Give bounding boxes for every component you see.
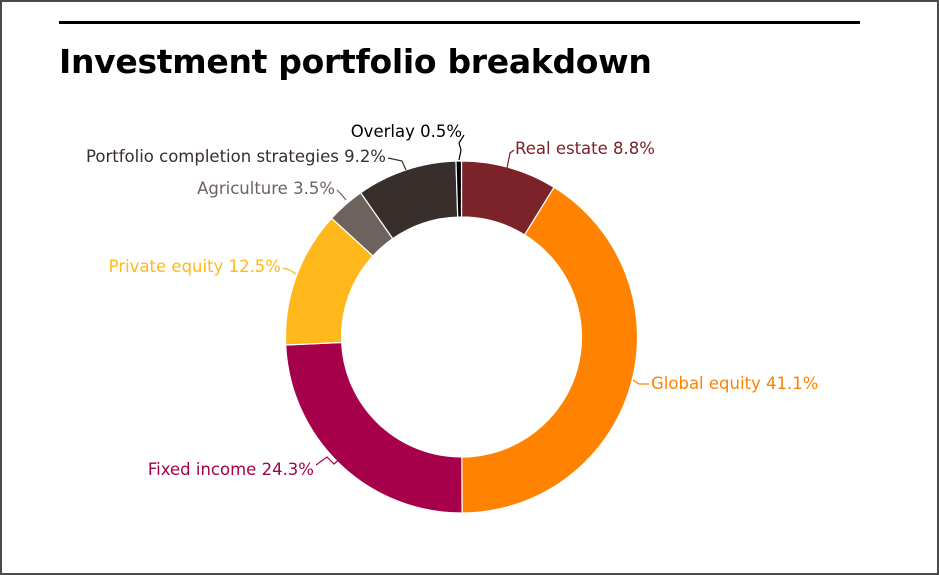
leader-line-portfolio-completion-strategies <box>387 157 407 171</box>
slice-fixed-income <box>285 341 463 514</box>
slice-global-equity <box>461 186 639 514</box>
leader-line-global-equity <box>632 379 649 385</box>
leader-line-real-estate <box>506 149 515 169</box>
leader-line-overlay <box>458 134 465 161</box>
slice-overlay <box>455 160 463 218</box>
data-label-fixed-income: Fixed income 24.3% <box>148 460 314 479</box>
data-label-agriculture: Agriculture 3.5% <box>197 179 335 198</box>
data-label-real-estate: Real estate 8.8% <box>515 139 655 158</box>
title-rule <box>59 21 860 24</box>
data-label-overlay: Overlay 0.5% <box>351 122 462 141</box>
data-label-portfolio-completion-strategies: Portfolio completion strategies 9.2% <box>86 147 386 166</box>
data-label-global-equity: Global equity 41.1% <box>651 374 818 393</box>
leader-line-fixed-income <box>315 455 344 466</box>
data-label-private-equity: Private equity 12.5% <box>109 257 281 276</box>
leader-line-private-equity <box>282 267 297 275</box>
chart-title: Investment portfolio breakdown <box>59 42 652 81</box>
leader-line-agriculture <box>336 189 347 201</box>
